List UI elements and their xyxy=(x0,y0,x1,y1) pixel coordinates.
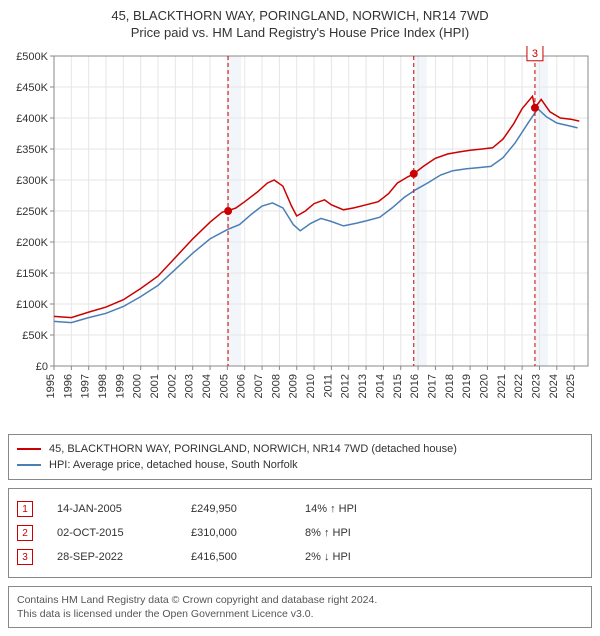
svg-text:2022: 2022 xyxy=(513,374,525,398)
svg-text:2009: 2009 xyxy=(288,374,300,398)
svg-text:1998: 1998 xyxy=(97,374,109,398)
svg-text:2012: 2012 xyxy=(340,374,352,398)
svg-text:2007: 2007 xyxy=(253,374,265,398)
svg-text:2002: 2002 xyxy=(166,374,178,398)
svg-text:2005: 2005 xyxy=(218,374,230,398)
marker-badge-2: 2 xyxy=(17,525,33,541)
marker-price-2: £310,000 xyxy=(191,527,281,539)
svg-text:1999: 1999 xyxy=(114,374,126,398)
marker-date-2: 02-OCT-2015 xyxy=(57,527,167,539)
marker-change-2: 8% ↑ HPI xyxy=(305,527,405,539)
marker-badge-1: 1 xyxy=(17,501,33,517)
svg-text:2011: 2011 xyxy=(322,374,334,398)
svg-text:3: 3 xyxy=(532,48,538,60)
legend-box: 45, BLACKTHORN WAY, PORINGLAND, NORWICH,… xyxy=(8,434,592,480)
marker-badge-3: 3 xyxy=(17,549,33,565)
legend-swatch-property xyxy=(17,448,41,450)
svg-text:2001: 2001 xyxy=(149,374,161,398)
svg-text:2018: 2018 xyxy=(444,374,456,398)
svg-text:2023: 2023 xyxy=(530,374,542,398)
svg-text:2024: 2024 xyxy=(548,374,560,398)
svg-text:2020: 2020 xyxy=(478,374,490,398)
svg-text:£100K: £100K xyxy=(16,299,48,311)
marker-date-1: 14-JAN-2005 xyxy=(57,503,167,515)
legend-row-property: 45, BLACKTHORN WAY, PORINGLAND, NORWICH,… xyxy=(17,441,583,457)
price-chart: £0 £50K £100K £150K £200K £250K £300K £350K £400… xyxy=(8,46,592,426)
svg-text:£0: £0 xyxy=(36,361,48,373)
marker-row-3: 3 28-SEP-2022 £416,500 2% ↓ HPI xyxy=(17,545,583,569)
legend-label-hpi: HPI: Average price, detached house, Sout… xyxy=(49,459,298,471)
svg-text:2010: 2010 xyxy=(305,374,317,398)
title-line-1: 45, BLACKTHORN WAY, PORINGLAND, NORWICH,… xyxy=(8,8,592,23)
svg-text:2015: 2015 xyxy=(392,374,404,398)
svg-text:2003: 2003 xyxy=(184,374,196,398)
svg-text:£300K: £300K xyxy=(16,175,48,187)
svg-text:2025: 2025 xyxy=(565,374,577,398)
svg-text:£450K: £450K xyxy=(16,82,48,94)
marker-table: 1 14-JAN-2005 £249,950 14% ↑ HPI 2 02-OC… xyxy=(8,488,592,578)
marker-date-3: 28-SEP-2022 xyxy=(57,551,167,563)
svg-text:2019: 2019 xyxy=(461,374,473,398)
svg-text:2006: 2006 xyxy=(236,374,248,398)
footer-line-2: This data is licensed under the Open Gov… xyxy=(17,607,583,621)
marker-row-2: 2 02-OCT-2015 £310,000 8% ↑ HPI xyxy=(17,521,583,545)
svg-text:£250K: £250K xyxy=(16,206,48,218)
footer-attribution: Contains HM Land Registry data © Crown c… xyxy=(8,586,592,628)
svg-text:2017: 2017 xyxy=(426,374,438,398)
legend-swatch-hpi xyxy=(17,464,41,466)
marker-row-1: 1 14-JAN-2005 £249,950 14% ↑ HPI xyxy=(17,497,583,521)
chart-svg: £0 £50K £100K £150K £200K £250K £300K £350K £400… xyxy=(8,46,592,426)
svg-text:2008: 2008 xyxy=(270,374,282,398)
marker-price-3: £416,500 xyxy=(191,551,281,563)
svg-text:2013: 2013 xyxy=(357,374,369,398)
svg-text:£150K: £150K xyxy=(16,268,48,280)
svg-text:£200K: £200K xyxy=(16,237,48,249)
svg-text:£350K: £350K xyxy=(16,144,48,156)
svg-text:£50K: £50K xyxy=(22,330,48,342)
marker-change-1: 14% ↑ HPI xyxy=(305,503,405,515)
marker-price-1: £249,950 xyxy=(191,503,281,515)
svg-text:1996: 1996 xyxy=(62,374,74,398)
legend-label-property: 45, BLACKTHORN WAY, PORINGLAND, NORWICH,… xyxy=(49,443,457,455)
svg-text:2014: 2014 xyxy=(374,374,386,398)
marker-change-3: 2% ↓ HPI xyxy=(305,551,405,563)
svg-text:2000: 2000 xyxy=(132,374,144,398)
legend-row-hpi: HPI: Average price, detached house, Sout… xyxy=(17,457,583,473)
svg-text:2004: 2004 xyxy=(201,374,213,398)
svg-text:2021: 2021 xyxy=(496,374,508,398)
footer-line-1: Contains HM Land Registry data © Crown c… xyxy=(17,593,583,607)
svg-text:1995: 1995 xyxy=(45,374,57,398)
svg-text:1997: 1997 xyxy=(80,374,92,398)
title-line-2: Price paid vs. HM Land Registry's House … xyxy=(8,25,592,40)
svg-text:£400K: £400K xyxy=(16,113,48,125)
svg-text:£500K: £500K xyxy=(16,51,48,63)
chart-title-block: 45, BLACKTHORN WAY, PORINGLAND, NORWICH,… xyxy=(8,8,592,40)
svg-text:2016: 2016 xyxy=(409,374,421,398)
